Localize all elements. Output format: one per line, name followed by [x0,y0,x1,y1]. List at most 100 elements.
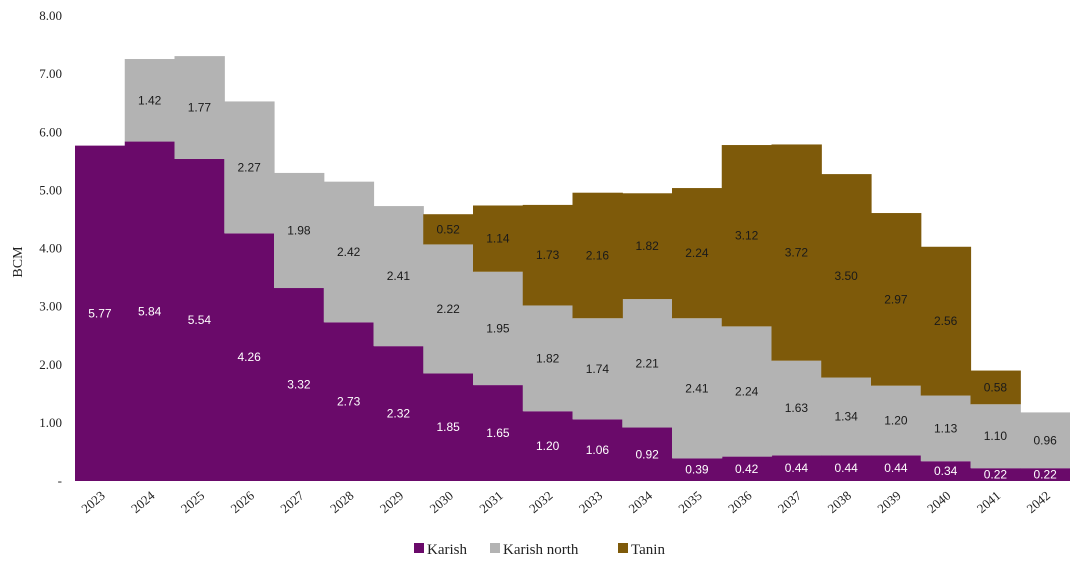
x-tick-label-2041: 2041 [974,488,1004,516]
data-label-tanin-2034: 1.82 [635,239,659,253]
data-label-karish-north-2036: 2.24 [735,384,759,398]
data-label-karish-2027: 3.32 [287,378,311,392]
x-tick-label-2030: 2030 [426,488,456,516]
area-segment-karish-north-2032 [522,305,574,412]
area-segment-tanin-2038 [821,174,872,378]
area-segment-tanin-2033 [572,192,623,319]
area-segment-karish-2038 [821,455,872,481]
area-segment-karish-2031 [473,385,524,481]
area-segment-tanin-2035 [672,188,723,319]
data-label-karish-2040: 0.34 [934,464,958,478]
data-label-karish-north-2027: 1.98 [287,223,311,237]
area-segment-karish-north-2041 [970,404,1021,469]
area-segment-karish-2027 [274,288,325,481]
data-label-karish-north-2032: 1.82 [536,351,560,365]
data-label-karish-2037: 0.44 [785,461,809,475]
x-tick-label-2033: 2033 [576,488,606,516]
data-label-karish-2024: 5.84 [138,304,162,318]
y-tick-label: 7.00 [39,66,62,81]
x-tick-label-2039: 2039 [874,488,904,516]
area-segment-karish-north-2030 [423,244,474,374]
data-label-karish-north-2029: 2.41 [387,269,411,283]
data-label-karish-2041: 0.22 [984,468,1008,482]
area-segment-karish-north-2028 [323,181,375,323]
area-segment-karish-north-2040 [920,395,972,462]
x-tick-label-2036: 2036 [725,487,755,516]
data-label-karish-2029: 2.32 [387,407,411,421]
x-tick-label-2031: 2031 [476,488,506,516]
data-label-karish-2032: 1.20 [536,439,560,453]
area-segment-karish-north-2036 [721,326,773,457]
area-segment-karish-2039 [871,455,922,481]
area-segment-tanin-2031 [473,205,524,272]
data-label-karish-2038: 0.44 [834,461,858,475]
y-tick-label: 1.00 [39,415,62,430]
legend-swatch-karish [414,543,424,553]
data-label-karish-2036: 0.42 [735,462,759,476]
data-label-tanin-2033: 2.16 [586,248,610,262]
area-segment-karish-2023 [75,145,126,481]
data-label-karish-north-2039: 1.20 [884,414,908,428]
y-tick-label: 6.00 [39,124,62,139]
x-tick-label-2029: 2029 [377,488,407,516]
x-tick-label-2042: 2042 [1023,488,1053,516]
data-label-karish-2025: 5.54 [188,313,212,327]
x-tick-label-2028: 2028 [327,488,357,516]
area-segment-karish-2033 [572,419,623,481]
x-tick-label-2025: 2025 [178,488,208,516]
data-label-karish-north-2034: 2.21 [635,356,659,370]
area-segment-tanin-2030 [423,214,474,245]
x-tick-label-2027: 2027 [277,487,307,516]
data-label-karish-north-2028: 2.42 [337,245,361,259]
area-segment-tanin-2034 [622,193,673,300]
y-tick-label: - [58,473,62,488]
data-label-karish-2030: 1.85 [436,420,460,434]
area-segment-karish-2041 [970,468,1021,481]
x-tick-label-2035: 2035 [675,488,705,516]
data-label-karish-2023: 5.77 [88,306,112,320]
area-segment-karish-north-2026 [224,101,275,234]
area-segment-karish-north-2034 [622,299,673,428]
data-label-karish-north-2031: 1.95 [486,321,510,335]
area-segment-karish-2035 [672,458,723,481]
area-segment-tanin-2040 [920,246,972,396]
area-segment-tanin-2036 [721,145,773,327]
data-label-karish-north-2040: 1.13 [934,421,958,435]
data-label-karish-north-2037: 1.63 [785,401,809,415]
data-label-karish-north-2035: 2.41 [685,381,709,395]
data-label-tanin-2041: 0.58 [984,380,1008,394]
area-segment-karish-2032 [522,411,574,481]
y-axis: - 1.00 2.00 3.00 4.00 5.00 6.00 7.00 8.00 [39,8,62,488]
data-label-tanin-2040: 2.56 [934,314,958,328]
data-label-karish-2042: 0.22 [1033,468,1057,482]
data-label-karish-north-2026: 2.27 [237,160,261,174]
legend-label-karish: Karish [427,542,467,558]
y-tick-label: 4.00 [39,241,62,256]
data-label-karish-north-2038: 1.34 [834,409,858,423]
y-tick-label: 2.00 [39,357,62,372]
data-label-karish-north-2041: 1.10 [984,429,1008,443]
x-tick-label-2034: 2034 [625,487,655,516]
area-segment-karish-2034 [622,427,673,481]
series-areas [75,56,1070,482]
data-label-karish-north-2030: 2.22 [436,302,460,316]
area-segment-karish-2028 [323,322,375,481]
x-tick-label-2038: 2038 [824,488,854,516]
x-axis: 2023 2024 2025 2026 2027 2028 2029 2030 2031 2032… [78,487,1053,516]
data-label-tanin-2038: 3.50 [834,269,858,283]
x-tick-label-2026: 2026 [227,487,257,516]
area-segment-karish-2025 [174,158,225,482]
data-label-karish-2026: 4.26 [237,350,261,364]
legend: Karish Karish north Tanin [414,542,665,558]
area-segment-karish-north-2042 [1020,412,1070,469]
area-segment-karish-2042 [1020,468,1070,481]
area-segment-karish-north-2037 [771,360,822,456]
data-label-karish-2034: 0.92 [635,447,659,461]
legend-swatch-karish-north [490,543,500,553]
data-label-tanin-2035: 2.24 [685,246,709,260]
data-labels: 5.77 5.84 5.54 4.26 3.32 2.73 2.32 1.85 1.65 1.20… [88,93,1057,481]
data-label-karish-2035: 0.39 [685,463,709,477]
area-segment-karish-north-2027 [274,172,325,289]
area-segment-karish-2036 [721,456,773,481]
